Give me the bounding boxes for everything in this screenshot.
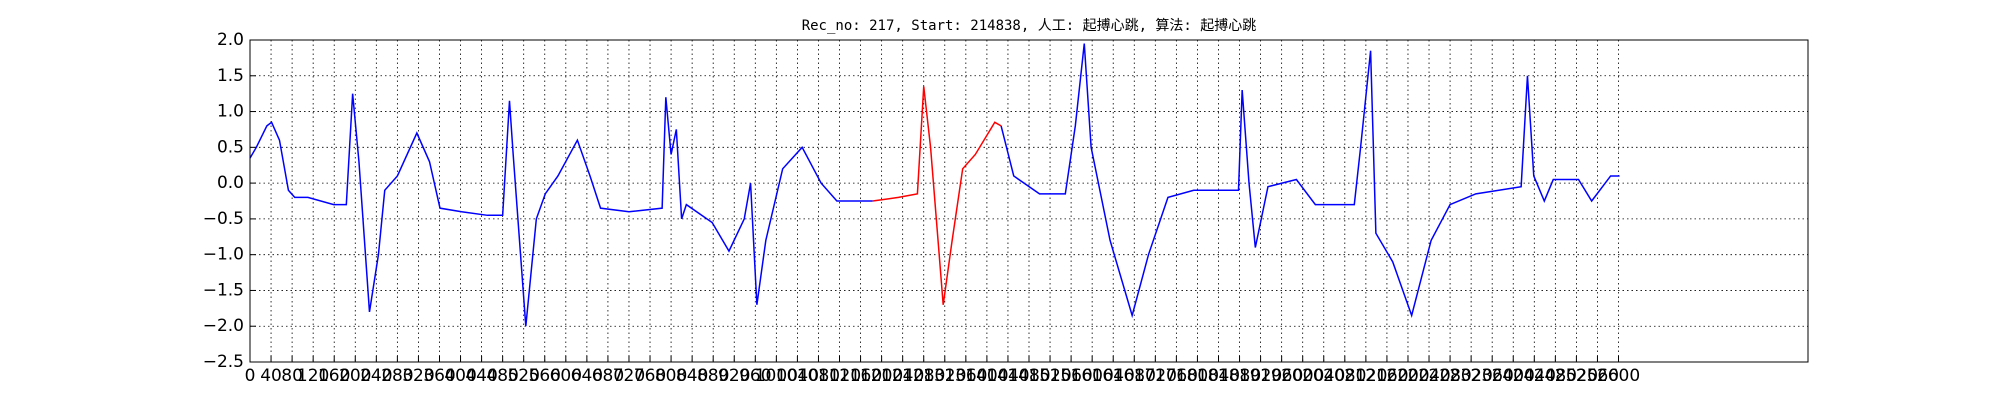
y-tick-label: −1.0 [203,245,244,265]
x-tick-label: 1720 [1134,366,1177,386]
x-tick-label: 800 [655,366,687,386]
x-tick-label: 1680 [1113,366,1156,386]
x-tick-label: 1640 [1092,366,1135,386]
x-tick-label: 1520 [1028,366,1071,386]
x-tick-label: 1000 [755,366,798,386]
y-tick-label: −2.5 [203,352,244,372]
x-tick-label: 1920 [1239,366,1282,386]
x-tick-label: 1360 [944,366,987,386]
x-tick-label: 0 [245,366,256,386]
x-tick-label: 1280 [902,366,945,386]
x-tick-label: 2000 [1281,366,1324,386]
x-tick-label: 840 [676,366,708,386]
x-tick-label: 680 [592,366,624,386]
x-tick-label: 1800 [1176,366,1219,386]
x-tick-label: 160 [318,366,350,386]
x-tick-label: 960 [739,366,771,386]
x-tick-label: 2560 [1576,366,1619,386]
x-tick-label: 200 [339,366,371,386]
x-tick-label: 880 [697,366,729,386]
x-tick-label: 2160 [1365,366,1408,386]
x-tick-label: 720 [613,366,645,386]
x-tick-label: 1080 [797,366,840,386]
y-tick-label: −0.5 [203,209,244,229]
x-tick-label: 1880 [1218,366,1261,386]
x-tick-label: 40 [260,366,282,386]
x-tick-label: 480 [486,366,518,386]
x-tick-label: 760 [634,366,666,386]
x-tick-label: 1600 [1071,366,1114,386]
x-tick-label: 560 [529,366,561,386]
x-tick-label: 2200 [1386,366,1429,386]
x-tick-label: 520 [507,366,539,386]
x-tick-label: 1240 [881,366,924,386]
y-tick-label: 0.5 [217,137,244,157]
x-tick-label: 1480 [1007,366,1050,386]
x-tick-label: 2440 [1513,366,1556,386]
y-tick-label: −1.5 [203,280,244,300]
x-tick-label: 2080 [1323,366,1366,386]
x-tick-label: 360 [423,366,455,386]
x-tick-label: 1040 [776,366,819,386]
x-tick-label: 2240 [1407,366,1450,386]
x-tick-label: 1960 [1260,366,1303,386]
y-tick-label: 1.0 [217,102,244,122]
x-tick-label: 1400 [965,366,1008,386]
x-tick-label: 280 [381,366,413,386]
x-tick-label: 2120 [1344,366,1387,386]
y-tick-label: 1.5 [217,66,244,86]
x-tick-label: 1760 [1155,366,1198,386]
x-tick-label: 2480 [1534,366,1577,386]
x-tick-label: 1160 [839,366,882,386]
x-tick-label: 80 [281,366,303,386]
x-tick-label: 1560 [1049,366,1092,386]
x-tick-label: 1200 [860,366,903,386]
x-tick-label: 400 [444,366,476,386]
line [1000,43,1620,319]
chart-title: Rec_no: 217, Start: 214838, 人工: 起搏心跳, 算法… [802,17,1257,34]
line [872,86,1002,305]
x-tick-label: 120 [297,366,329,386]
y-tick-label: −2.0 [203,316,244,336]
x-tick-label: 1120 [818,366,861,386]
x-tick-label: 240 [360,366,392,386]
x-tick-label: 2280 [1428,366,1471,386]
x-tick-label: 640 [571,366,603,386]
x-tick-label: 2320 [1450,366,1493,386]
line [249,93,873,327]
y-tick-label: 0.0 [217,173,244,193]
x-tick-label: 1320 [923,366,966,386]
y-tick-label: 2.0 [217,30,244,50]
x-tick-label: 2360 [1471,366,1514,386]
x-tick-label: 1440 [986,366,1029,386]
x-tick-label: 440 [465,366,497,386]
x-tick-label: 600 [550,366,582,386]
x-tick-label: 320 [402,366,434,386]
x-tick-label: 2600 [1597,366,1640,386]
x-tick-label: 2040 [1302,366,1345,386]
x-tick-label: 1840 [1197,366,1240,386]
plot-frame [249,39,1809,363]
x-tick-label: 2520 [1555,366,1598,386]
x-tick-label: 2400 [1492,366,1535,386]
x-tick-label: 920 [718,366,750,386]
